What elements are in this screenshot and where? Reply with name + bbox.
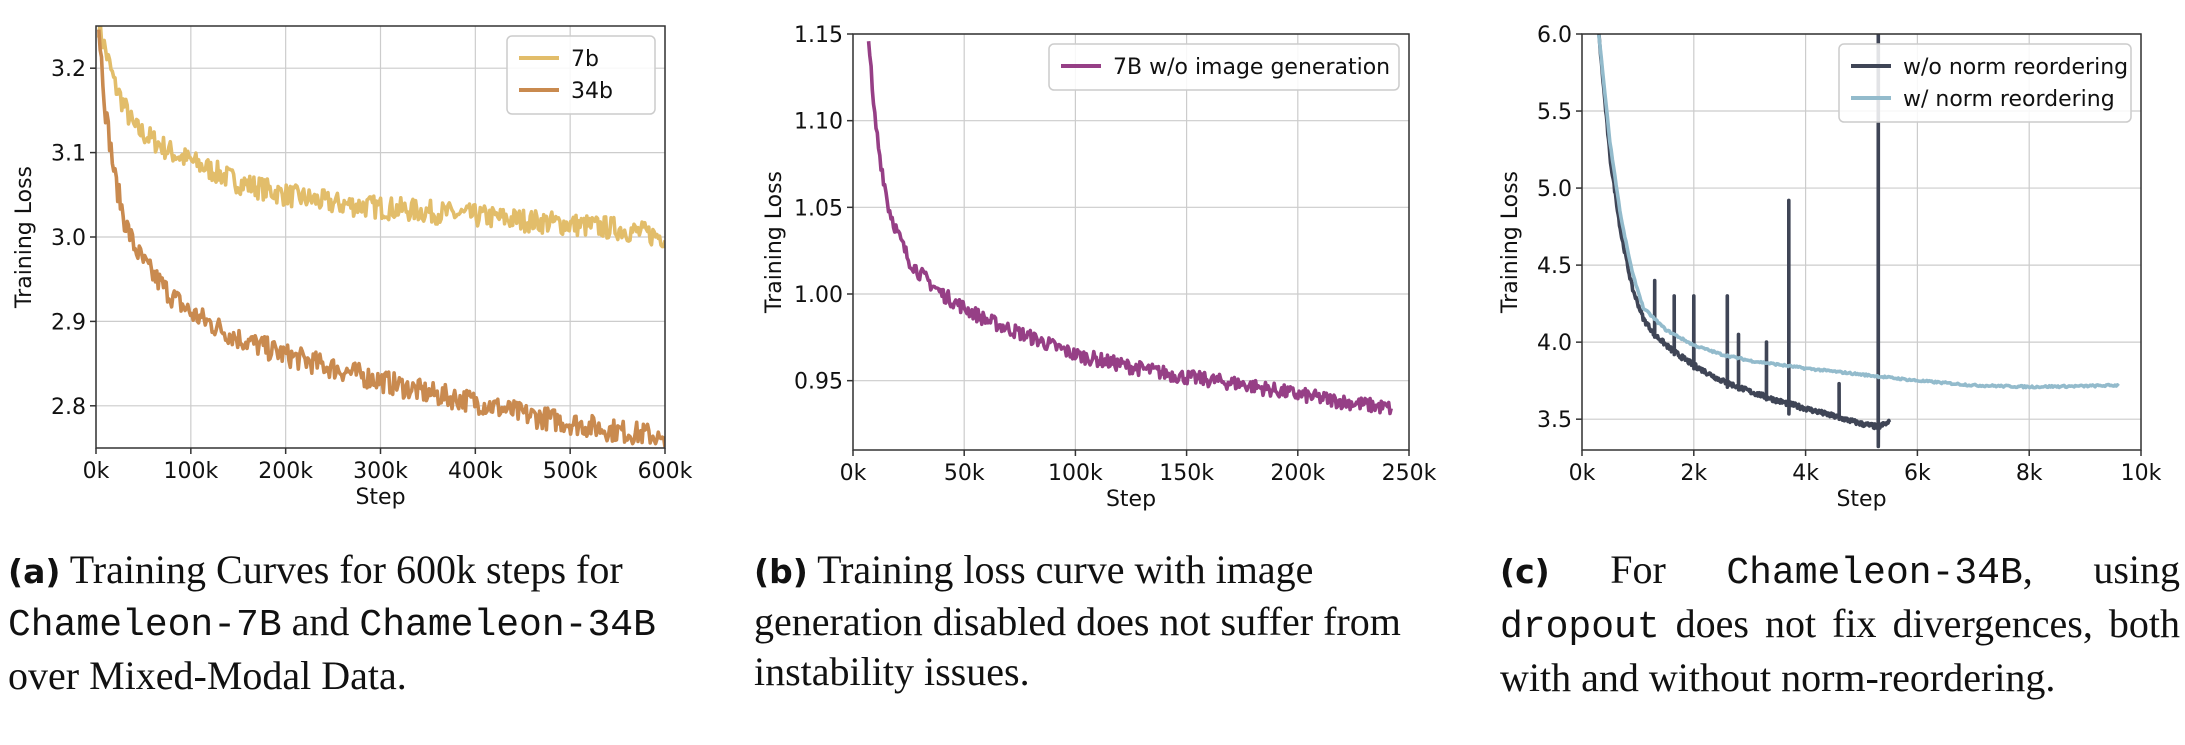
caption-a: (a) Training Curves for 600k steps for C… xyxy=(8,545,698,701)
y-tick-label: 1.05 xyxy=(794,196,843,221)
legend-label: 7b xyxy=(571,47,599,72)
axes-frame xyxy=(852,33,1410,451)
series-line-34b xyxy=(97,29,665,448)
axes-frame xyxy=(1581,33,2142,451)
caption-c: (c) For Chameleon-34B, using dropout doe… xyxy=(1500,545,2180,703)
x-axis-label: Step xyxy=(1836,487,1886,512)
chart-a: 0k 100k 200k 300k 400k 500k 600k 2.8 2.9 3.0 3.1 3.… xyxy=(12,25,693,510)
y-tick-label: 4.5 xyxy=(1537,254,1572,279)
x-tick-label: 150k xyxy=(1159,461,1214,486)
legend: 7B w/o image generation xyxy=(1048,43,1400,91)
series-line-w-norm-reordering xyxy=(1597,34,2120,390)
y-tick-label: 3.2 xyxy=(51,57,86,82)
x-tick-label: 400k xyxy=(448,459,503,484)
caption-c-dropout: dropout xyxy=(1500,606,1660,649)
x-tick-label: 0k xyxy=(840,461,867,486)
x-tick-label: 250k xyxy=(1382,461,1437,486)
caption-c-label: (c) xyxy=(1500,552,1550,591)
y-tick-label: 1.10 xyxy=(794,110,843,135)
legend-label: 34b xyxy=(571,79,613,104)
legend-box xyxy=(506,35,656,115)
x-tick-label: 0k xyxy=(1569,461,1596,486)
plot-area xyxy=(866,41,1393,416)
legend-box xyxy=(1048,43,1400,91)
series-line-7b-w-o-image-generation xyxy=(866,41,1393,416)
x-tick-label: 6k xyxy=(1904,461,1931,486)
caption-c-model-34b: Chameleon-34B xyxy=(1726,552,2023,595)
y-tick-label: 2.8 xyxy=(51,395,86,420)
x-tick-label: 4k xyxy=(1792,461,1819,486)
x-tick-label: 100k xyxy=(1048,461,1103,486)
caption-a-model-7b: Chameleon-7B xyxy=(8,604,282,647)
caption-b-label: (b) xyxy=(754,552,808,591)
x-tick-label: 300k xyxy=(353,459,408,484)
y-axis-label: Training Loss xyxy=(762,171,787,314)
y-tick-label: 1.15 xyxy=(794,23,843,48)
plot-area xyxy=(97,26,665,448)
plot-area xyxy=(1597,34,2120,449)
y-tick-label: 0.95 xyxy=(794,370,843,395)
caption-c-text-3: does not fix divergences, both with and … xyxy=(1500,601,2180,700)
y-tick-label: 3.0 xyxy=(51,226,86,251)
y-tick-label: 2.9 xyxy=(51,310,86,335)
x-tick-label: 8k xyxy=(2016,461,2043,486)
x-tick-label: 50k xyxy=(944,461,985,486)
caption-a-text-2: and xyxy=(281,599,360,644)
x-axis-label: Step xyxy=(1106,487,1156,512)
caption-a-label: (a) xyxy=(8,552,61,591)
caption-a-text-1: Training Curves for 600k steps for xyxy=(60,547,623,592)
x-axis-label: Step xyxy=(355,485,405,510)
x-tick-label: 2k xyxy=(1680,461,1707,486)
y-tick-label: 3.5 xyxy=(1537,408,1572,433)
legend-box xyxy=(1838,43,2132,123)
y-tick-label: 1.00 xyxy=(794,283,843,308)
y-tick-label: 4.0 xyxy=(1537,331,1572,356)
x-tick-label: 200k xyxy=(258,459,313,484)
y-tick-label: 5.0 xyxy=(1537,177,1572,202)
legend-label: 7B w/o image generation xyxy=(1113,55,1390,80)
chart-b: 0k 50k 100k 150k 200k 250k 0.95 1.00 1.05 1.10 1.1… xyxy=(762,23,1437,512)
series-line-w-o-norm-reordering xyxy=(1597,34,1892,449)
y-tick-label: 6.0 xyxy=(1537,23,1572,48)
series-line-7b xyxy=(97,26,665,249)
y-axis-label: Training Loss xyxy=(12,166,37,309)
legend: w/o norm reordering w/ norm reordering xyxy=(1838,43,2132,123)
legend-label: w/o norm reordering xyxy=(1903,55,2128,80)
x-tick-label: 500k xyxy=(543,459,598,484)
x-tick-label: 600k xyxy=(638,459,693,484)
x-tick-label: 10k xyxy=(2121,461,2162,486)
caption-c-text-2: , using xyxy=(2022,547,2180,592)
legend-label: w/ norm reordering xyxy=(1903,87,2115,112)
caption-b: (b) Training loss curve with image gener… xyxy=(754,545,1444,697)
y-axis-label: Training Loss xyxy=(1498,171,1523,314)
caption-c-text-1: For xyxy=(1549,547,1727,592)
x-tick-label: 0k xyxy=(83,459,110,484)
y-tick-label: 3.1 xyxy=(51,142,86,167)
caption-a-model-34b: Chameleon-34B xyxy=(359,604,656,647)
y-tick-label: 5.5 xyxy=(1537,100,1572,125)
x-tick-label: 100k xyxy=(163,459,218,484)
caption-a-text-3: over Mixed-Modal Data. xyxy=(8,653,407,698)
caption-b-text: Training loss curve with image generatio… xyxy=(754,547,1401,694)
x-tick-label: 200k xyxy=(1270,461,1325,486)
chart-c: 0k 2k 4k 6k 8k 10k 3.5 4.0 4.5 5.0 5.5 6.0 Step Train… xyxy=(1498,23,2162,512)
